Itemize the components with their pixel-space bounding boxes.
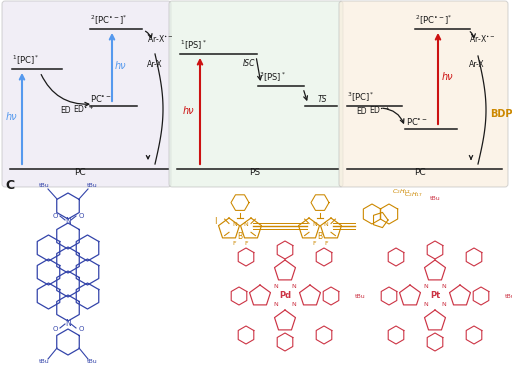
Text: O: O — [52, 213, 58, 219]
Text: TS: TS — [318, 95, 328, 104]
Text: N: N — [312, 222, 317, 227]
Text: tBu: tBu — [38, 359, 49, 364]
FancyBboxPatch shape — [339, 1, 508, 187]
Text: PC$^{\bullet-}$: PC$^{\bullet-}$ — [406, 116, 428, 127]
Text: N: N — [323, 222, 328, 227]
Text: hν: hν — [182, 106, 194, 116]
Text: N: N — [243, 222, 248, 227]
Text: N: N — [442, 303, 446, 308]
Text: B: B — [317, 232, 323, 241]
Text: $^1$[PC]$^*$: $^1$[PC]$^*$ — [12, 54, 39, 67]
Text: Ar-X: Ar-X — [147, 60, 163, 69]
Text: tBu: tBu — [505, 293, 512, 298]
Text: I: I — [214, 217, 216, 226]
Text: ED$^{\bullet+}$: ED$^{\bullet+}$ — [369, 104, 390, 116]
Text: N: N — [423, 285, 429, 290]
Text: N: N — [423, 303, 429, 308]
Text: $^3$[PS]$^*$: $^3$[PS]$^*$ — [259, 71, 286, 84]
Text: F: F — [244, 241, 248, 246]
Text: PC$^{\bullet-}$: PC$^{\bullet-}$ — [90, 93, 112, 104]
Text: N: N — [65, 319, 71, 328]
Text: BDP: BDP — [490, 109, 512, 119]
Text: F: F — [324, 241, 328, 246]
Text: O: O — [78, 213, 83, 219]
Text: tBu: tBu — [87, 183, 97, 188]
Text: N: N — [442, 285, 446, 290]
Text: $^1$[PS]$^*$: $^1$[PS]$^*$ — [180, 39, 207, 52]
Text: tBu: tBu — [38, 183, 49, 188]
Text: N: N — [273, 285, 279, 290]
Text: ISC: ISC — [243, 59, 255, 68]
Text: tBu: tBu — [430, 197, 440, 202]
Text: PS: PS — [249, 168, 261, 177]
Text: N: N — [292, 303, 296, 308]
Text: $C_2H_{17}$: $C_2H_{17}$ — [404, 190, 423, 199]
Text: $C_2H_{17}$: $C_2H_{17}$ — [392, 187, 411, 196]
Text: hν: hν — [114, 61, 126, 71]
Text: $^2$[PC$^{\bullet-}$]$^{*}$: $^2$[PC$^{\bullet-}$]$^{*}$ — [415, 14, 453, 27]
Text: hν: hν — [5, 112, 17, 122]
Text: C: C — [5, 179, 14, 192]
Text: Ar-X$^{\bullet-}$: Ar-X$^{\bullet-}$ — [147, 33, 174, 44]
Text: Ar-X: Ar-X — [469, 60, 485, 69]
Text: ED: ED — [356, 107, 367, 116]
Text: tBu: tBu — [355, 293, 366, 298]
Text: N: N — [292, 285, 296, 290]
Text: $^3$[PC]$^*$: $^3$[PC]$^*$ — [347, 91, 374, 104]
Text: Pd: Pd — [279, 291, 291, 301]
FancyBboxPatch shape — [169, 1, 343, 187]
Text: Ar-X$^{\bullet-}$: Ar-X$^{\bullet-}$ — [469, 33, 496, 44]
Text: N: N — [65, 217, 71, 225]
Text: B: B — [238, 232, 243, 241]
Text: F: F — [232, 241, 236, 246]
Text: $^2$[PC$^{\bullet-}$]$^{*}$: $^2$[PC$^{\bullet-}$]$^{*}$ — [90, 14, 127, 27]
Text: hν: hν — [441, 72, 453, 82]
Text: O: O — [78, 326, 83, 332]
Text: PC: PC — [414, 168, 426, 177]
Text: O: O — [52, 326, 58, 332]
Text: F: F — [312, 241, 316, 246]
Text: N: N — [273, 303, 279, 308]
Text: N: N — [232, 222, 237, 227]
Text: ED$^{\bullet+}$: ED$^{\bullet+}$ — [73, 103, 94, 115]
Text: ED: ED — [60, 106, 71, 115]
Text: Pt: Pt — [430, 291, 440, 301]
Text: PC: PC — [74, 168, 86, 177]
FancyBboxPatch shape — [2, 1, 171, 187]
Text: tBu: tBu — [87, 359, 97, 364]
